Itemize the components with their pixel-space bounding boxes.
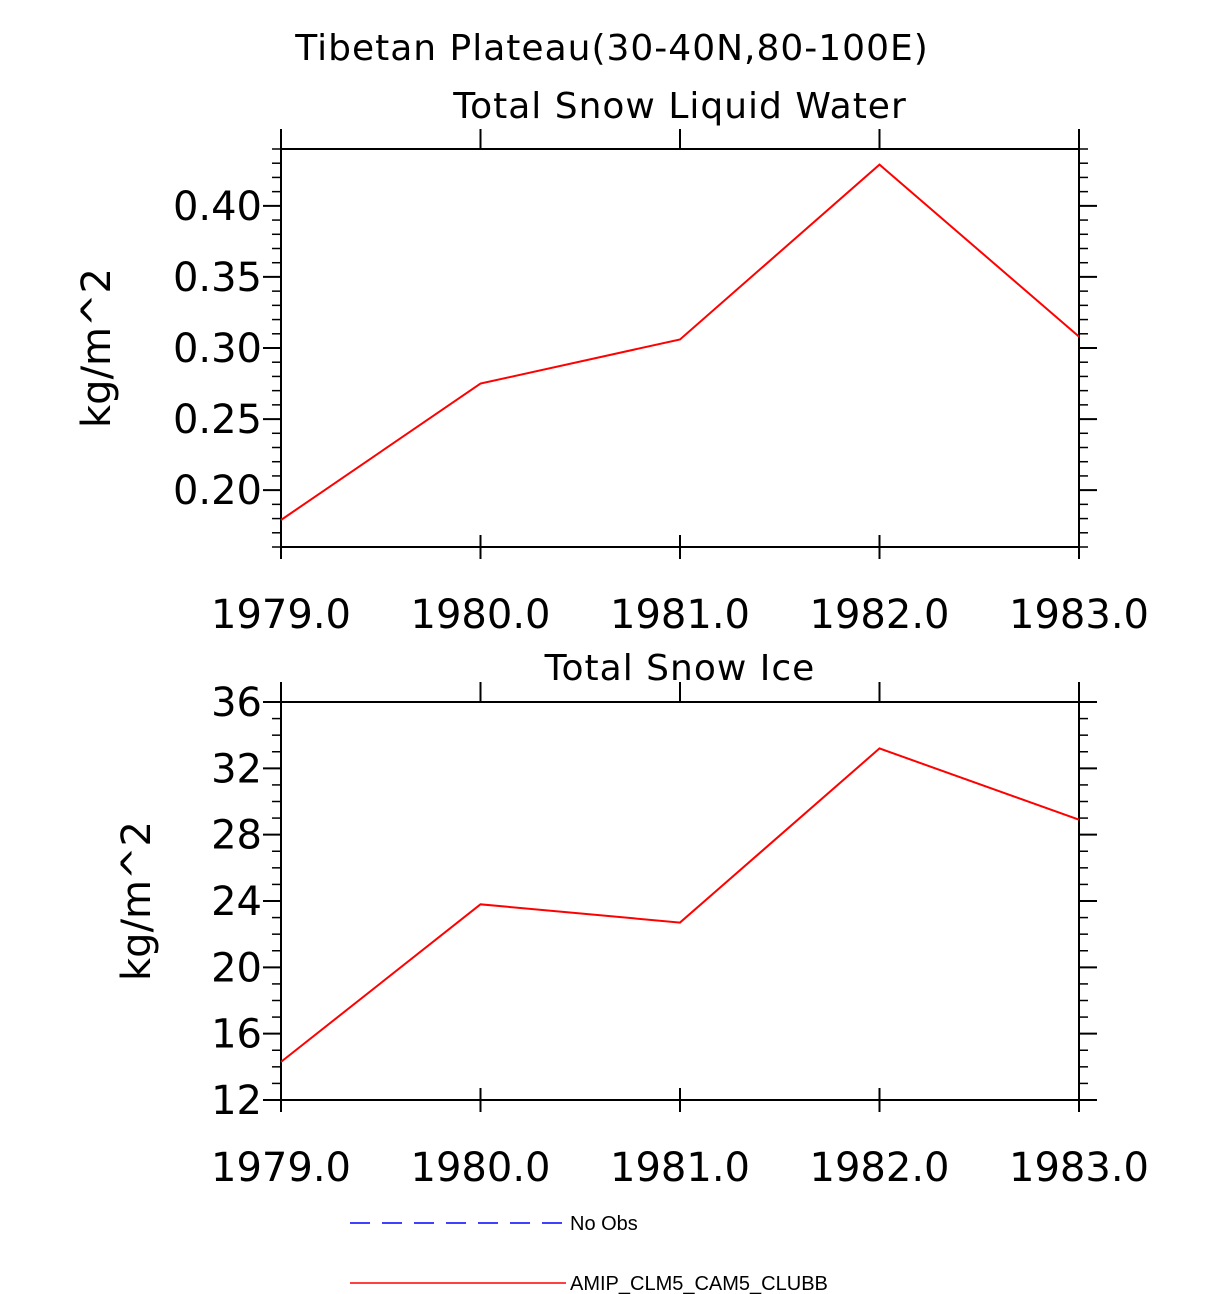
x-tick-label: 1982.0	[810, 592, 950, 638]
x-tick-label: 1981.0	[610, 1145, 750, 1191]
y-tick-label: 32	[211, 746, 262, 792]
x-tick-label: 1980.0	[411, 1145, 551, 1191]
y-tick-label: 16	[211, 1012, 262, 1058]
x-tick-label: 1983.0	[1009, 1145, 1149, 1191]
y-tick-label: 12	[211, 1078, 262, 1124]
axes	[263, 129, 1097, 559]
y-axis-label: kg/m^2	[74, 268, 120, 428]
tick-labels: 1979.0 1980.0 1981.0 1982.0 1983.0 12 16 20 24 28…	[211, 680, 1149, 1191]
y-tick-label: 20	[211, 945, 262, 991]
plot-frame	[280, 148, 1080, 548]
series-line	[280, 163, 1080, 521]
y-tick-label: 36	[211, 680, 262, 726]
x-tick-label: 1983.0	[1009, 592, 1149, 638]
y-tick-label: 0.25	[173, 397, 262, 443]
x-tick-label: 1979.0	[211, 1145, 351, 1191]
series-line	[280, 747, 1080, 1063]
panel-title: Total Snow Liquid Water	[452, 86, 907, 127]
y-tick-label: 24	[211, 879, 262, 925]
y-tick-label: 0.40	[173, 184, 262, 230]
series-marks	[280, 163, 1080, 521]
tick-labels: 1979.0 1980.0 1981.0 1982.0 1983.0 0.20 0.25 0.…	[173, 184, 1149, 638]
panel-snow-ice: Total Snow Ice 1979.0 1980.0 1981.0 1982.0 1…	[114, 648, 1149, 1191]
series-marks	[280, 747, 1080, 1063]
legend-label-no-obs: No Obs	[570, 1213, 638, 1235]
panel-snow-liquid-water: Total Snow Liquid Water 1979.0 1980.0 1981…	[74, 86, 1149, 638]
x-tick-label: 1979.0	[211, 592, 351, 638]
x-tick-label: 1980.0	[411, 592, 551, 638]
plot-frame	[280, 701, 1080, 1101]
y-tick-label: 0.35	[173, 255, 262, 301]
legend-label-model: AMIP_CLM5_CAM5_CLUBB	[570, 1273, 828, 1294]
x-tick-label: 1982.0	[810, 1145, 950, 1191]
y-tick-label: 28	[211, 813, 262, 859]
y-axis-label: kg/m^2	[114, 821, 160, 981]
y-tick-label: 0.20	[173, 468, 262, 514]
main-title: Tibetan Plateau(30-40N,80-100E)	[294, 28, 929, 69]
x-tick-label: 1981.0	[610, 592, 750, 638]
y-tick-label: 0.30	[173, 326, 262, 372]
axes	[263, 682, 1097, 1112]
legend: No Obs AMIP_CLM5_CAM5_CLUBB	[350, 1213, 828, 1294]
